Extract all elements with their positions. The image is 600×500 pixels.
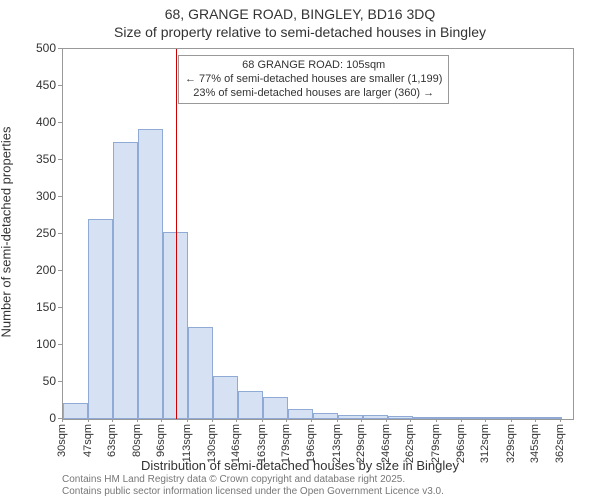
histogram-bar — [488, 417, 513, 419]
plot-area: 68 GRANGE ROAD: 105sqm ← 77% of semi-det… — [62, 48, 574, 420]
annotation-box: 68 GRANGE ROAD: 105sqm ← 77% of semi-det… — [178, 55, 449, 104]
y-tick-label: 500 — [6, 41, 56, 55]
x-tick-label: 113sqm — [181, 424, 193, 462]
y-tick-label: 150 — [6, 300, 56, 314]
y-tick-label: 250 — [6, 226, 56, 240]
histogram-bar — [363, 415, 388, 419]
annotation-line3: 23% of semi-detached houses are larger (… — [185, 87, 442, 101]
histogram-bar — [388, 416, 413, 419]
histogram-bar — [188, 327, 213, 420]
y-tick-label: 400 — [6, 115, 56, 129]
histogram-bar — [113, 142, 138, 420]
x-axis-label: Distribution of semi-detached houses by … — [0, 458, 600, 473]
histogram-bar — [413, 417, 438, 419]
chart-title-sub: Size of property relative to semi-detach… — [0, 24, 600, 40]
x-tick-label: 63sqm — [106, 424, 118, 457]
histogram-bar — [213, 376, 238, 419]
histogram-bar — [538, 417, 563, 419]
y-tick-label: 50 — [6, 374, 56, 388]
y-tick-label: 300 — [6, 189, 56, 203]
histogram-bar — [338, 415, 363, 419]
y-tick-label: 450 — [6, 78, 56, 92]
y-tick-label: 200 — [6, 263, 56, 277]
histogram-bar — [313, 413, 338, 419]
annotation-line2: ← 77% of semi-detached houses are smalle… — [185, 73, 442, 87]
chart-footer: Contains HM Land Registry data © Crown c… — [62, 474, 444, 498]
footer-line2: Contains public sector information licen… — [62, 486, 444, 498]
property-marker-line — [176, 49, 177, 419]
property-size-chart: 68, GRANGE ROAD, BINGLEY, BD16 3DQ Size … — [0, 0, 600, 500]
annotation-line1: 68 GRANGE ROAD: 105sqm — [185, 59, 442, 73]
x-tick-label: 80sqm — [131, 424, 143, 457]
y-tick-label: 0 — [6, 411, 56, 425]
y-tick-label: 100 — [6, 337, 56, 351]
x-tick-label: 96sqm — [155, 424, 167, 457]
y-tick-label: 350 — [6, 152, 56, 166]
histogram-bar — [63, 403, 88, 419]
histogram-bar — [263, 397, 288, 419]
histogram-bar — [438, 417, 463, 419]
histogram-bar — [288, 409, 313, 419]
histogram-bars — [63, 49, 573, 419]
histogram-bar — [88, 219, 113, 419]
histogram-bar — [238, 391, 263, 419]
x-tick-label: 47sqm — [82, 424, 94, 457]
footer-line1: Contains HM Land Registry data © Crown c… — [62, 474, 444, 486]
histogram-bar — [138, 129, 163, 419]
chart-title-main: 68, GRANGE ROAD, BINGLEY, BD16 3DQ — [0, 6, 600, 22]
histogram-bar — [513, 417, 538, 419]
histogram-bar — [463, 417, 488, 419]
x-tick-label: 30sqm — [56, 424, 68, 457]
